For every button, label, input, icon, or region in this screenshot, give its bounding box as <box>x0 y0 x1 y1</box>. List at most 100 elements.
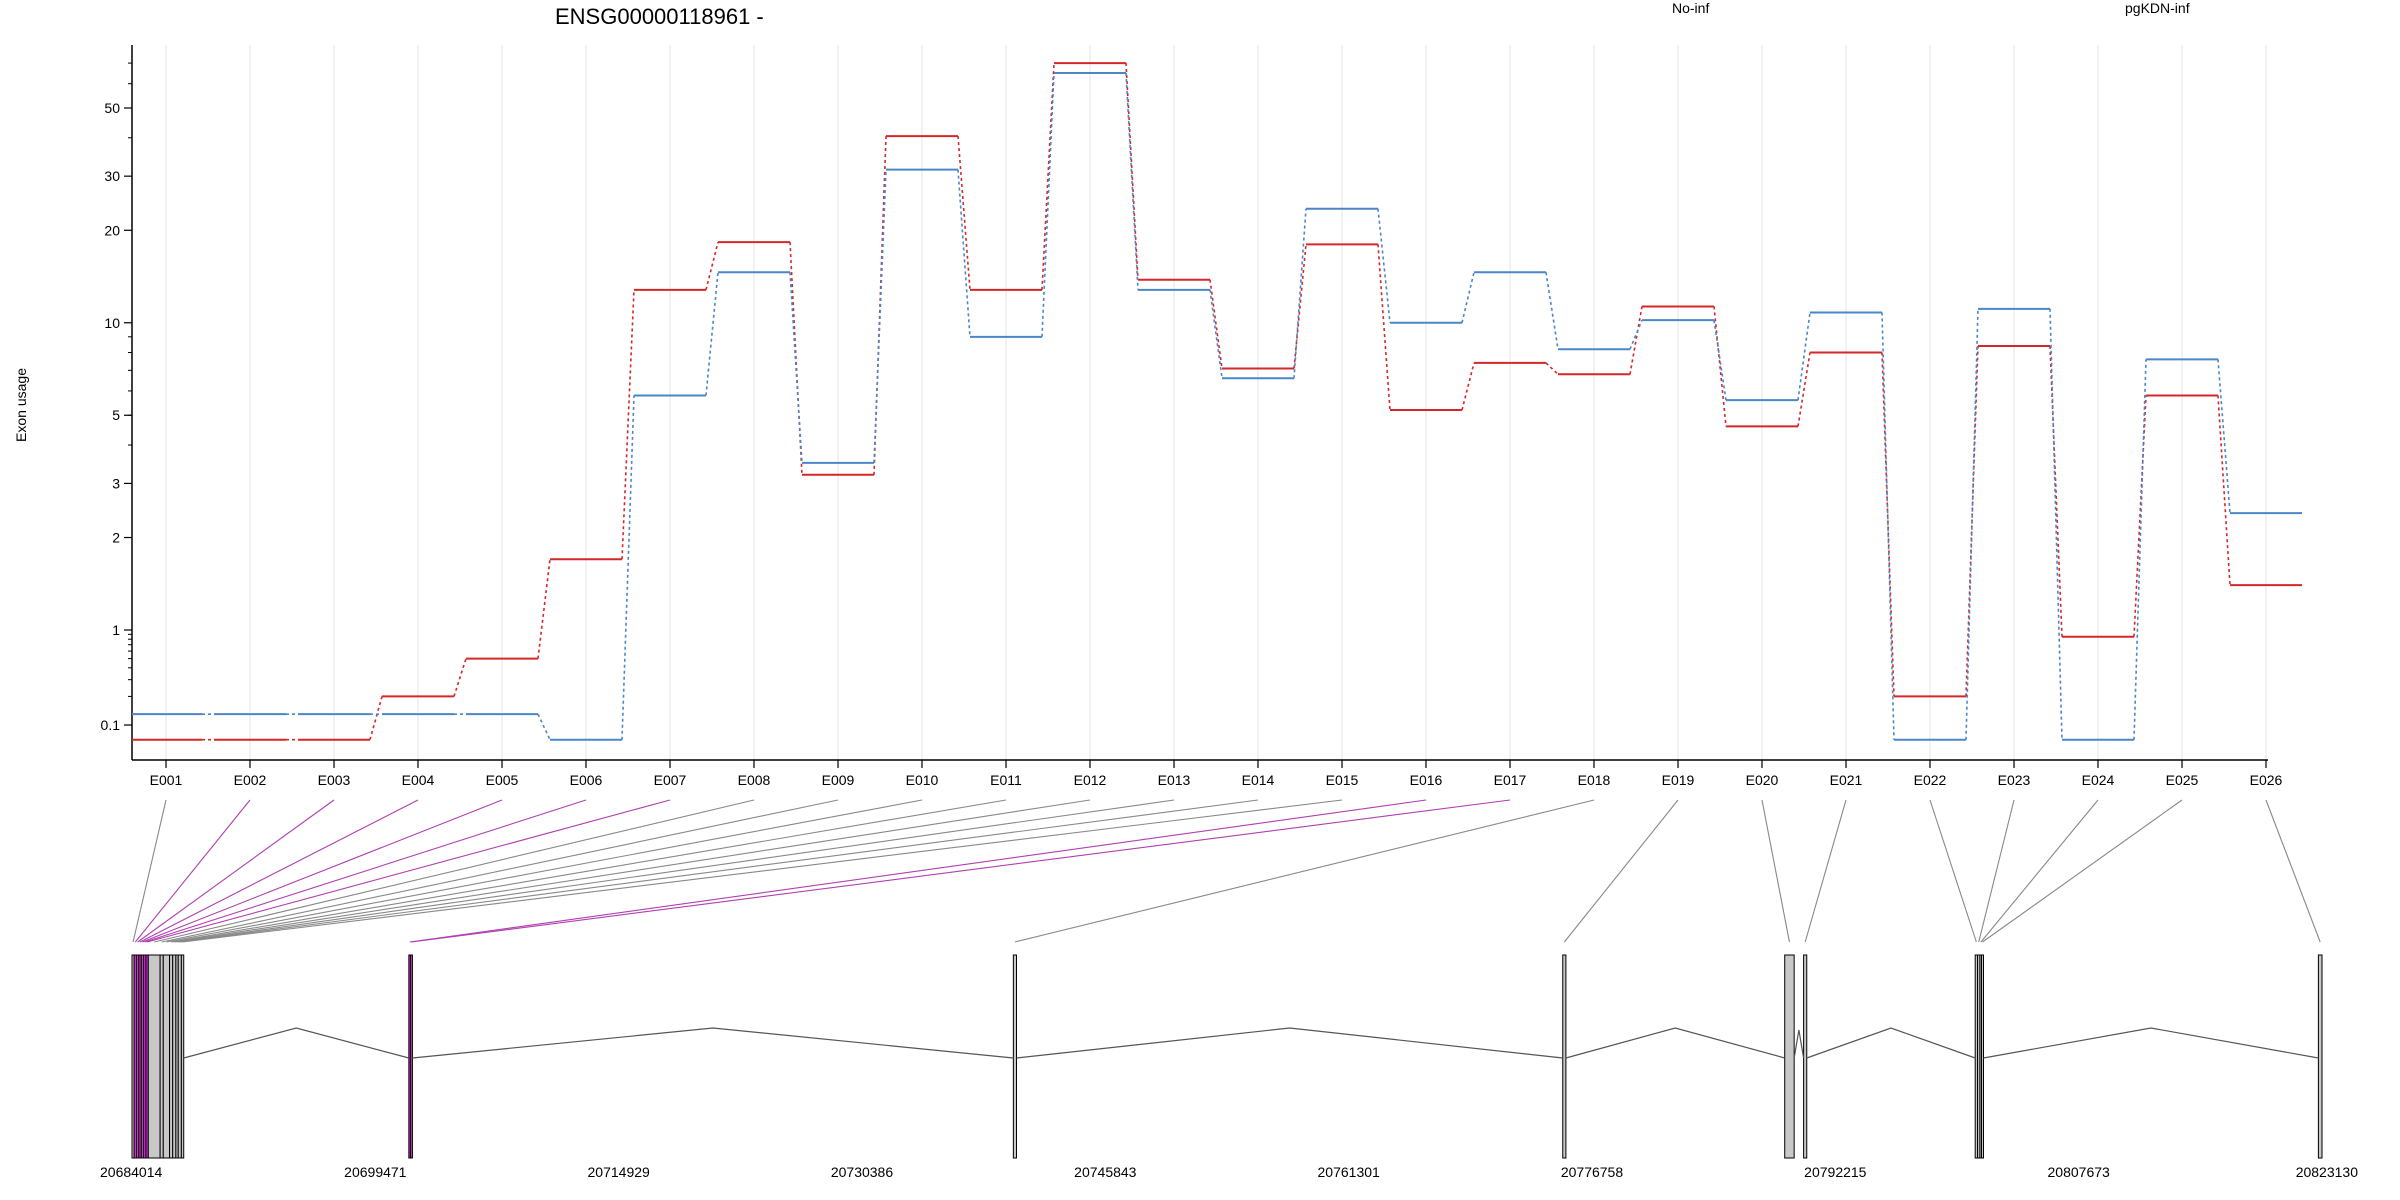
intron-line <box>1983 1027 2319 1059</box>
exon-link <box>1761 799 1790 943</box>
series-connector <box>621 289 635 560</box>
exon-link <box>144 799 587 943</box>
exon-link-lines <box>132 799 2321 943</box>
x-tick-label: E013 <box>1158 772 1191 788</box>
series-connector <box>1965 308 1979 740</box>
exon-box <box>1803 954 1808 1159</box>
series-connector <box>1545 272 1559 350</box>
exon-box <box>147 954 161 1159</box>
exon-box <box>180 954 185 1159</box>
exon-box <box>1012 954 1017 1159</box>
exon-box <box>409 954 413 1159</box>
series-connector <box>1629 319 1643 350</box>
series-connector <box>789 272 803 463</box>
series-no-inf <box>132 62 2302 741</box>
coordinate-label: 20714929 <box>588 1164 651 1180</box>
x-tick-label: E001 <box>150 772 183 788</box>
exon-link <box>171 799 1007 943</box>
series-connector <box>705 241 719 291</box>
series-connector <box>705 272 719 396</box>
series-connector <box>1209 289 1223 379</box>
coordinate-label: 20807673 <box>2048 1164 2111 1180</box>
exon-link <box>1980 799 2099 943</box>
series-connector <box>2133 359 2147 740</box>
exon-link <box>409 799 1427 943</box>
intron-line <box>1806 1027 1976 1059</box>
series-connector <box>1629 306 1643 375</box>
intron-line <box>1565 1027 1785 1059</box>
exon-link <box>139 799 419 943</box>
x-tick-label: E011 <box>990 772 1022 788</box>
exon-box <box>1784 954 1795 1159</box>
coordinate-label: 20730386 <box>831 1164 894 1180</box>
x-tick-label: E010 <box>906 772 939 788</box>
x-tick-label: E015 <box>1326 772 1359 788</box>
coordinate-label: 20684014 <box>100 1164 163 1180</box>
exon-link <box>176 799 1175 943</box>
exon-box <box>1980 954 1984 1159</box>
legend-pgkdn-inf: pgKDN-inf <box>2125 0 2190 16</box>
series-connector <box>621 395 635 740</box>
series-connector <box>1293 208 1307 379</box>
series-connector <box>1713 306 1727 427</box>
x-tick-label: E003 <box>318 772 351 788</box>
x-tick-label: E012 <box>1074 772 1107 788</box>
legend-no-inf: No-inf <box>1672 0 1709 16</box>
y-tick-label: 3 <box>112 475 120 491</box>
series-connector <box>1797 312 1811 401</box>
y-axis-label: Exon usage <box>13 368 29 442</box>
x-tick-label: E022 <box>1914 772 1947 788</box>
x-tick-label: E007 <box>654 772 687 788</box>
exon-link <box>1982 799 2183 943</box>
exon-link <box>179 799 1259 943</box>
exon-link <box>182 799 1343 943</box>
x-tick-label: E019 <box>1662 772 1695 788</box>
x-tick-label: E006 <box>570 772 603 788</box>
exon-link <box>1978 799 2015 943</box>
y-tick-label: 1 <box>112 622 120 638</box>
intron-line <box>1793 1029 1805 1059</box>
x-tick-label: E021 <box>1830 772 1863 788</box>
x-tick-label: E016 <box>1410 772 1443 788</box>
series-connector <box>369 696 383 740</box>
exon-link <box>154 799 755 943</box>
series-connector <box>2217 359 2231 514</box>
x-tick-label: E017 <box>1494 772 1527 788</box>
series-connector <box>537 559 551 659</box>
series-connector <box>1881 312 1895 740</box>
series-connector <box>1797 352 1811 427</box>
exon-link <box>1804 799 1847 943</box>
series-connector <box>1713 319 1727 401</box>
coordinate-label: 20823130 <box>2296 1164 2359 1180</box>
x-tick-label: E026 <box>2250 772 2283 788</box>
x-tick-label: E023 <box>1998 772 2031 788</box>
series-connector <box>1377 208 1391 323</box>
gene-model: 20684014 20699471 20714929 20730386 20745843… <box>100 954 2359 1180</box>
intron-line <box>183 1027 409 1059</box>
y-tick-label: 30 <box>104 168 120 184</box>
series-connector <box>1461 272 1475 323</box>
x-tick-label: E005 <box>486 772 519 788</box>
x-tick-label: E008 <box>738 772 771 788</box>
y-tick-label: 0.1 <box>101 717 121 733</box>
x-tick-label: E024 <box>2082 772 2115 788</box>
x-tick-label: E002 <box>234 772 267 788</box>
series-connector <box>2133 395 2147 637</box>
vertical-grid <box>165 45 2267 760</box>
coordinate-label: 20792215 <box>1804 1164 1867 1180</box>
series-lines <box>132 62 2302 741</box>
series-connector <box>537 713 551 741</box>
exon-link <box>2265 799 2321 943</box>
exon-link <box>166 799 923 943</box>
series-connector <box>2217 395 2231 586</box>
exon-link <box>411 799 1511 943</box>
series-connector <box>873 169 887 463</box>
series-connector <box>1545 362 1559 375</box>
series-connector <box>1377 244 1391 411</box>
exon-link <box>1563 799 1679 943</box>
exon-link <box>142 799 503 943</box>
exon-link <box>1929 799 1977 943</box>
y-tick-label: 5 <box>112 407 120 423</box>
series-connector <box>1293 244 1307 369</box>
coordinate-label: 20745843 <box>1074 1164 1137 1180</box>
